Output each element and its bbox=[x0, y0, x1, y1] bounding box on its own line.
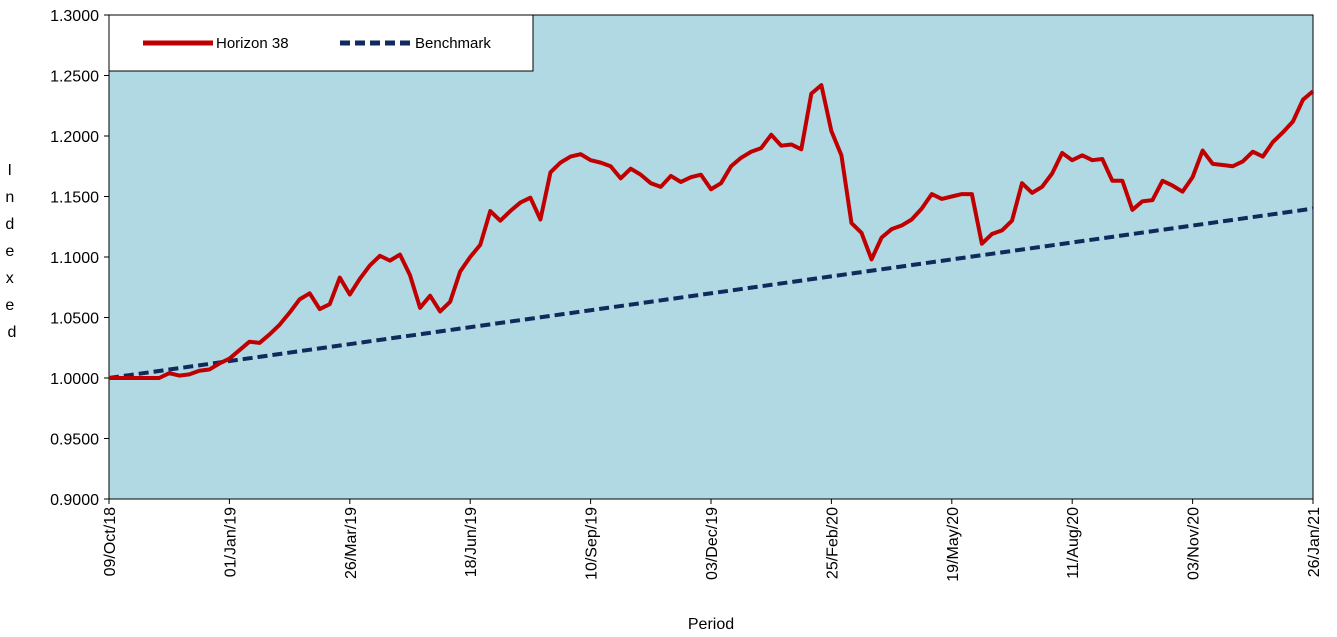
y-tick-label: 1.1000 bbox=[50, 250, 99, 267]
y-tick-label: 1.3000 bbox=[50, 8, 99, 25]
y-axis: 0.9000 0.9500 1.0000 1.0500 1.1000 1.1500 1.20… bbox=[50, 8, 109, 509]
y-axis-title-letter: e bbox=[5, 243, 14, 260]
x-axis: 09/Oct/18 01/Jan/19 26/Mar/19 18/Jun/19 10/S… bbox=[102, 499, 1323, 582]
x-tick-label: 19/May/20 bbox=[945, 507, 962, 582]
y-tick-label: 1.2000 bbox=[50, 129, 99, 146]
y-tick-label: 1.1500 bbox=[50, 190, 99, 207]
x-tick-label: 10/Sep/19 bbox=[584, 507, 601, 580]
y-tick-label: 1.2500 bbox=[50, 69, 99, 86]
x-tick-label: 25/Feb/20 bbox=[824, 507, 841, 579]
x-tick-label: 09/Oct/18 bbox=[102, 507, 119, 576]
legend-label-horizon: Horizon 38 bbox=[216, 35, 289, 52]
y-axis-title-letter: I bbox=[8, 162, 12, 179]
x-tick-label: 26/Jan/21 bbox=[1306, 507, 1323, 577]
x-tick-label: 03/Nov/20 bbox=[1186, 507, 1203, 580]
y-tick-label: 0.9500 bbox=[50, 432, 99, 449]
x-tick-label: 01/Jan/19 bbox=[222, 507, 239, 577]
legend-label-benchmark: Benchmark bbox=[415, 35, 491, 52]
x-tick-label: 18/Jun/19 bbox=[463, 507, 480, 577]
y-tick-label: 1.0500 bbox=[50, 311, 99, 328]
y-axis-title-letter: n bbox=[5, 189, 14, 206]
legend: Horizon 38 Benchmark bbox=[108, 14, 534, 72]
y-axis-title-letter: x bbox=[6, 270, 14, 287]
y-axis-title-letter: e bbox=[5, 297, 14, 314]
x-tick-label: 11/Aug/20 bbox=[1065, 507, 1082, 579]
plot-area bbox=[108, 14, 1314, 500]
y-axis-title-letter: d bbox=[8, 324, 17, 341]
x-tick-label: 03/Dec/19 bbox=[704, 507, 721, 580]
series-line-benchmark bbox=[108, 206, 1314, 380]
y-tick-label: 0.9000 bbox=[50, 492, 99, 509]
series-line-horizon-38 bbox=[109, 83, 1315, 380]
y-axis-title-letter: d bbox=[5, 216, 14, 233]
y-axis-title: I n d e x e d bbox=[5, 162, 18, 341]
x-tick-label: 26/Mar/19 bbox=[343, 507, 360, 579]
x-axis-title: Period bbox=[688, 616, 734, 633]
y-tick-label: 1.0000 bbox=[50, 371, 99, 388]
series-layer bbox=[108, 83, 1315, 380]
